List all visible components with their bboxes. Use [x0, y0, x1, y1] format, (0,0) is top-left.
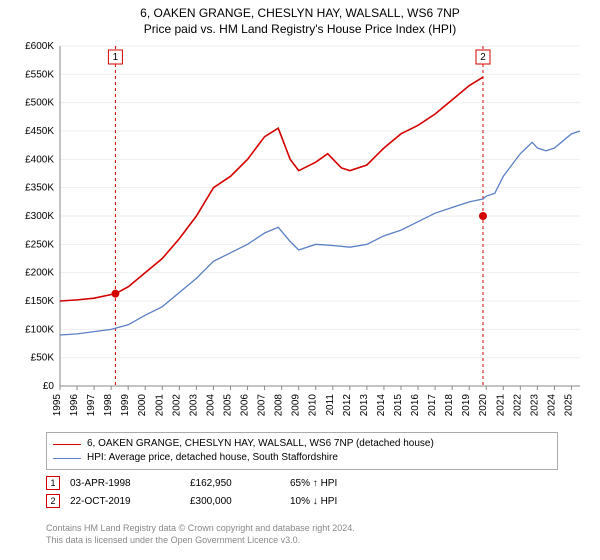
transaction-date: 22-OCT-2019: [70, 496, 190, 507]
transaction-price: £162,950: [190, 478, 290, 489]
legend-label: 6, OAKEN GRANGE, CHESLYN HAY, WALSALL, W…: [87, 437, 434, 451]
transaction-delta: 10% ↓ HPI: [290, 496, 337, 507]
transaction-price: £300,000: [190, 496, 290, 507]
svg-text:2018: 2018: [444, 394, 455, 417]
svg-text:1: 1: [113, 52, 119, 63]
svg-text:2002: 2002: [171, 394, 182, 417]
transaction-row: 2 22-OCT-2019£300,00010% ↓ HPI: [46, 492, 558, 510]
svg-text:2025: 2025: [563, 394, 574, 417]
svg-text:2006: 2006: [240, 394, 251, 417]
transaction-delta: 65% ↑ HPI: [290, 478, 337, 489]
legend-row: HPI: Average price, detached house, Sout…: [53, 451, 551, 465]
svg-text:£300K: £300K: [25, 211, 54, 222]
legend-swatch: [53, 458, 81, 459]
svg-text:£350K: £350K: [25, 183, 54, 194]
svg-text:2004: 2004: [205, 394, 216, 417]
chart-title-line1: 6, OAKEN GRANGE, CHESLYN HAY, WALSALL, W…: [0, 6, 600, 20]
svg-text:£100K: £100K: [25, 324, 54, 335]
svg-text:1998: 1998: [103, 394, 114, 417]
svg-text:1999: 1999: [120, 394, 131, 417]
svg-text:£0: £0: [43, 381, 55, 392]
svg-text:2008: 2008: [274, 394, 285, 417]
svg-text:£150K: £150K: [25, 296, 54, 307]
svg-text:2001: 2001: [154, 394, 165, 417]
svg-text:£500K: £500K: [25, 98, 54, 109]
svg-text:£200K: £200K: [25, 268, 54, 279]
svg-text:1997: 1997: [86, 394, 97, 417]
svg-text:2010: 2010: [308, 394, 319, 417]
svg-text:2: 2: [480, 52, 486, 63]
transaction-marker-box: 2: [46, 494, 60, 508]
svg-text:2007: 2007: [257, 394, 268, 417]
footer-line2: This data is licensed under the Open Gov…: [46, 534, 558, 546]
svg-text:2016: 2016: [410, 394, 421, 417]
svg-text:2024: 2024: [546, 394, 557, 417]
svg-text:2013: 2013: [359, 394, 370, 417]
price-chart: £0 £50K £100K £150K £200K £250K £300K £350K £400…: [0, 0, 600, 430]
svg-text:£250K: £250K: [25, 239, 54, 250]
svg-text:2003: 2003: [188, 394, 199, 417]
svg-text:2019: 2019: [461, 394, 472, 417]
footer-attribution: Contains HM Land Registry data © Crown c…: [46, 522, 558, 546]
svg-text:2014: 2014: [376, 394, 387, 417]
svg-text:2022: 2022: [512, 394, 523, 417]
svg-text:2023: 2023: [529, 394, 540, 417]
legend-swatch: [53, 444, 81, 445]
svg-text:2011: 2011: [325, 394, 336, 416]
svg-text:2005: 2005: [222, 394, 233, 417]
svg-text:2015: 2015: [393, 394, 404, 417]
svg-text:£600K: £600K: [25, 41, 54, 52]
svg-text:2000: 2000: [137, 394, 148, 417]
legend-label: HPI: Average price, detached house, Sout…: [87, 451, 338, 465]
svg-text:2017: 2017: [427, 394, 438, 417]
footer-line1: Contains HM Land Registry data © Crown c…: [46, 522, 558, 534]
legend: 6, OAKEN GRANGE, CHESLYN HAY, WALSALL, W…: [46, 432, 558, 470]
svg-text:£450K: £450K: [25, 126, 54, 137]
transaction-row: 1 03-APR-1998£162,95065% ↑ HPI: [46, 474, 558, 492]
svg-text:2021: 2021: [495, 394, 506, 417]
svg-text:£550K: £550K: [25, 69, 54, 80]
svg-text:£50K: £50K: [31, 353, 55, 364]
transaction-marker-box: 1: [46, 476, 60, 490]
svg-text:2009: 2009: [291, 394, 302, 417]
legend-row: 6, OAKEN GRANGE, CHESLYN HAY, WALSALL, W…: [53, 437, 551, 451]
svg-text:£400K: £400K: [25, 154, 54, 165]
svg-text:1996: 1996: [69, 394, 80, 417]
transaction-table: 1 03-APR-1998£162,95065% ↑ HPI 2 22-OCT-201…: [46, 474, 558, 510]
svg-text:1995: 1995: [52, 394, 63, 417]
svg-text:2020: 2020: [478, 394, 489, 417]
svg-text:2012: 2012: [342, 394, 353, 417]
chart-title-line2: Price paid vs. HM Land Registry's House …: [0, 22, 600, 36]
transaction-date: 03-APR-1998: [70, 478, 190, 489]
